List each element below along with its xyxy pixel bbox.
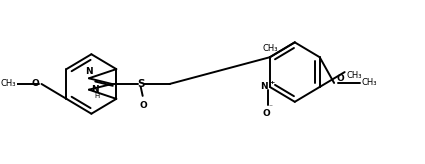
Text: O: O: [337, 73, 345, 82]
Text: N: N: [261, 82, 268, 92]
Text: N: N: [85, 67, 93, 76]
Text: S: S: [137, 79, 144, 89]
Text: N: N: [91, 85, 99, 94]
Text: O: O: [140, 101, 147, 110]
Text: CH₃: CH₃: [346, 71, 362, 80]
Text: CH₃: CH₃: [0, 80, 16, 89]
Text: CH₃: CH₃: [362, 78, 377, 87]
Text: O: O: [262, 109, 270, 118]
Text: H: H: [94, 93, 99, 99]
Text: CH₃: CH₃: [262, 44, 278, 53]
Text: O: O: [32, 80, 40, 89]
Text: ⁻: ⁻: [269, 102, 273, 111]
Text: +: +: [269, 80, 275, 84]
